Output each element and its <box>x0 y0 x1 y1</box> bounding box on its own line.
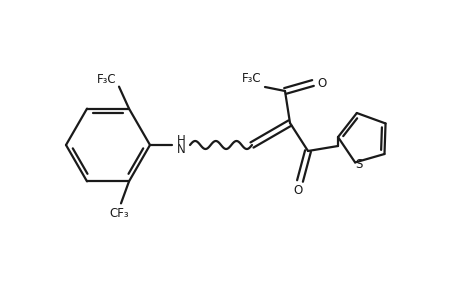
Text: F₃C: F₃C <box>241 71 261 85</box>
Text: S: S <box>355 158 362 171</box>
Text: N: N <box>176 142 185 155</box>
Text: O: O <box>317 76 326 89</box>
Text: CF₃: CF₃ <box>109 207 129 220</box>
Text: H: H <box>176 134 185 146</box>
Text: O: O <box>293 184 302 197</box>
Text: F₃C: F₃C <box>97 73 117 86</box>
